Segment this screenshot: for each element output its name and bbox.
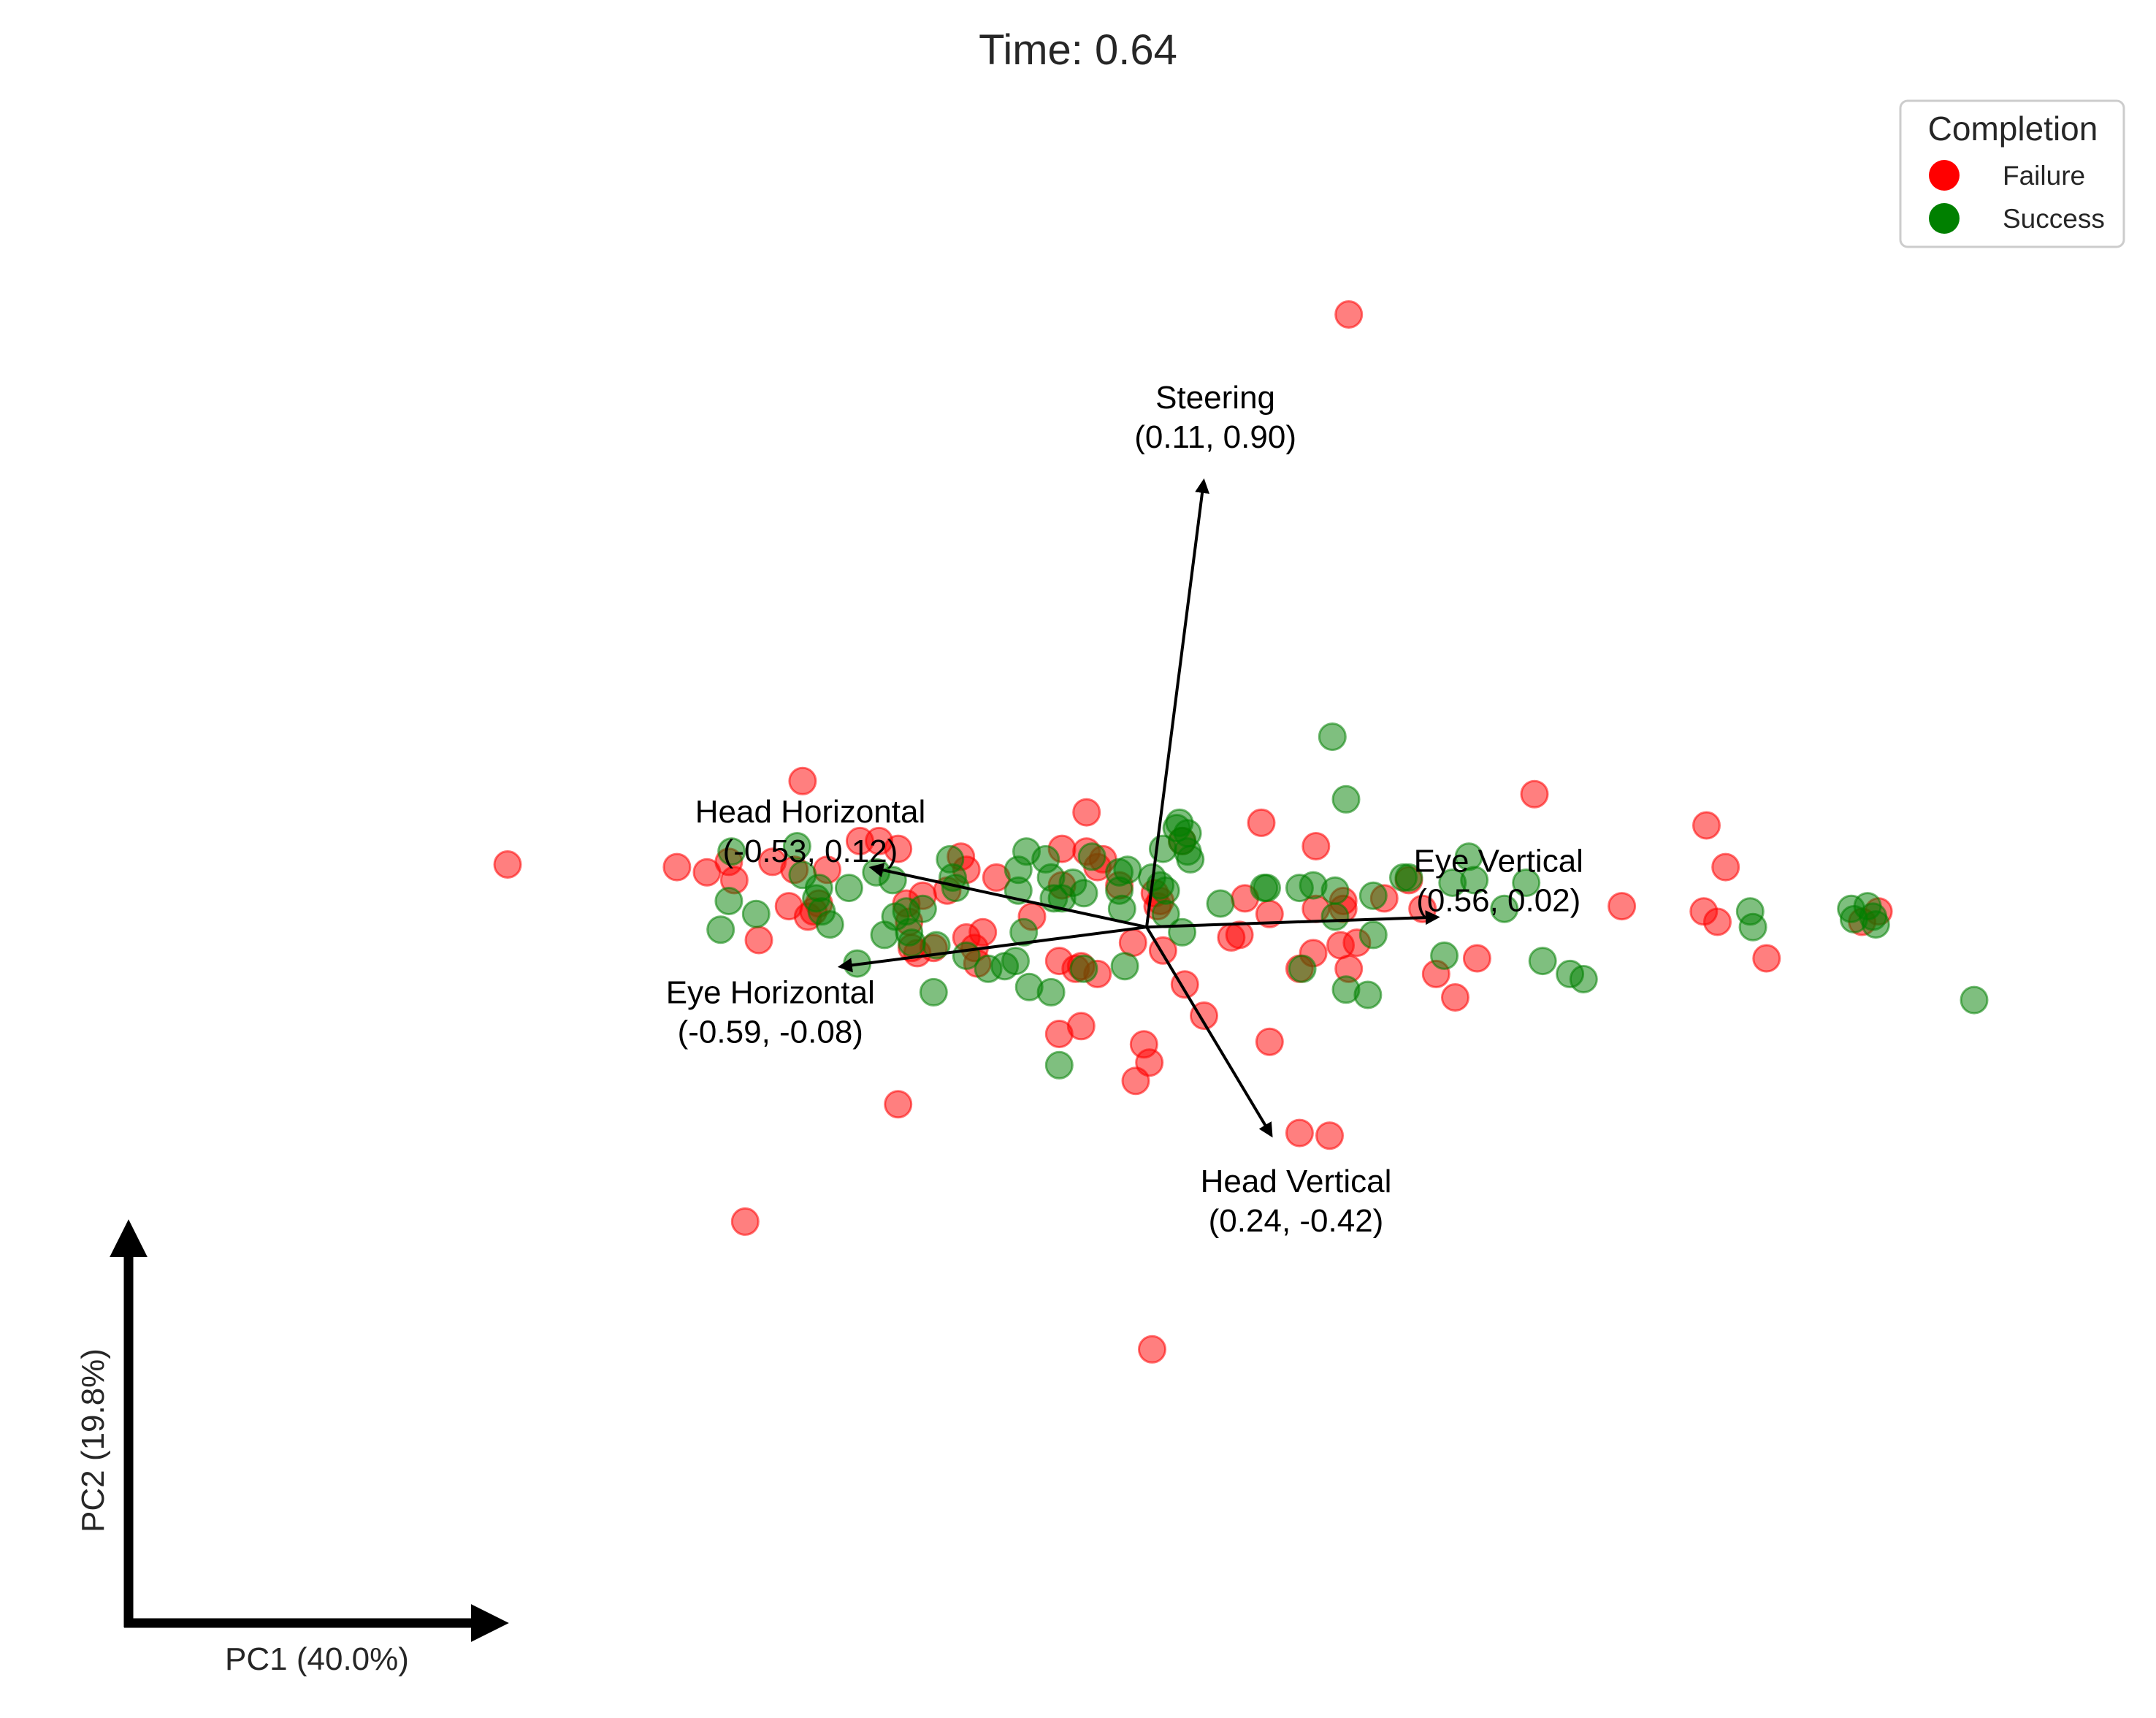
loading-label-head-vertical: Head Vertical (0.24, -0.42): [1201, 1164, 1392, 1239]
point-success-10: [815, 910, 844, 939]
legend-label-failure: Failure: [2003, 161, 2085, 191]
point-success-93: [1331, 784, 1361, 814]
point-failure-71: [1608, 892, 1637, 921]
point-success-3: [706, 915, 735, 944]
point-failure-0: [1334, 300, 1364, 329]
loading-arrow-steering: [1145, 478, 1209, 928]
point-success-72: [1837, 894, 1866, 923]
point-failure-90: [884, 834, 913, 863]
point-success-4: [741, 899, 771, 928]
point-success-47: [1151, 876, 1180, 905]
point-failure-79: [1315, 1121, 1344, 1150]
point-failure-86: [884, 1090, 913, 1119]
point-failure-52: [1247, 808, 1276, 837]
point-success-65: [1569, 965, 1598, 993]
point-success-19: [922, 931, 951, 960]
point-success-46: [1148, 834, 1177, 863]
point-failure-55: [1301, 832, 1331, 860]
point-failure-69: [1462, 944, 1491, 973]
point-failure-2: [788, 766, 817, 795]
point-success-2: [714, 887, 743, 915]
point-failure-89: [1138, 1335, 1166, 1364]
point-success-52: [1288, 954, 1317, 983]
chart-title: Time: 0.64: [979, 26, 1177, 74]
legend-marker-success: [1929, 203, 1960, 234]
loading-label-eye-vertical: Eye Vertical (0.56, 0.02): [1414, 844, 1583, 919]
point-success-77: [1014, 972, 1044, 1001]
loading-vectors: Steering (0.11, 0.90) Head Horizontal (-0.5…: [666, 380, 1583, 1239]
point-failure-36: [1044, 1020, 1074, 1048]
point-success-86: [1206, 889, 1235, 918]
legend-label-success: Success: [2003, 204, 2105, 234]
point-success-83: [1077, 842, 1106, 871]
point-success-79: [1044, 1050, 1074, 1080]
point-success-56: [1358, 881, 1388, 910]
point-success-87: [1253, 874, 1281, 903]
loading-label-steering: Steering (0.11, 0.90): [1134, 380, 1296, 455]
point-success-18: [908, 894, 937, 923]
point-failure-70: [1520, 779, 1549, 809]
point-success-34: [1069, 879, 1098, 908]
point-success-11: [834, 874, 863, 903]
x-axis-label: PC1 (40.0%): [225, 1641, 409, 1677]
point-success-92: [1454, 842, 1483, 871]
point-success-49: [1168, 917, 1197, 947]
legend-title: Completion: [1928, 110, 2098, 148]
point-success-82: [881, 902, 910, 931]
point-success-67: [1738, 912, 1767, 942]
point-failure-72: [1692, 811, 1721, 840]
point-success-62: [1512, 868, 1541, 897]
point-failure-88: [1285, 1118, 1314, 1148]
point-failure-41: [1121, 1066, 1150, 1096]
point-success-75: [1001, 947, 1030, 976]
point-success-17: [897, 928, 926, 958]
point-success-71: [1960, 985, 1989, 1015]
point-success-85: [1176, 844, 1205, 874]
point-failure-75: [1703, 907, 1732, 936]
loading-label-head-horizontal: Head Horizontal (-0.53, 0.12): [695, 794, 926, 869]
scatter-points: [493, 300, 1989, 1364]
point-failure-28: [1072, 798, 1101, 827]
axis-indicator: PC1 (40.0%) PC2 (19.8%): [75, 1219, 509, 1677]
point-failure-54: [1255, 1027, 1284, 1056]
point-success-74: [1009, 917, 1039, 947]
point-success-73: [1861, 910, 1890, 939]
point-failure-50: [1225, 920, 1254, 950]
loading-arrow-head-horizontal: [868, 863, 1147, 929]
point-success-0: [1318, 722, 1347, 752]
point-success-1: [717, 837, 746, 866]
point-failure-1: [493, 850, 522, 879]
y-axis-label: PC2 (19.8%): [75, 1348, 111, 1532]
point-success-63: [1528, 947, 1557, 976]
point-failure-80: [662, 852, 692, 882]
point-success-57: [1358, 920, 1388, 950]
point-failure-16: [744, 925, 773, 955]
point-success-78: [1110, 952, 1139, 981]
point-success-84: [1113, 855, 1142, 885]
loading-arrow-head-vertical: [1145, 926, 1273, 1138]
point-success-54: [1320, 876, 1350, 905]
point-success-80: [919, 977, 948, 1007]
point-success-38: [1107, 894, 1136, 923]
point-failure-87: [730, 1207, 760, 1236]
loading-arrow-eye-vertical: [1146, 910, 1440, 929]
point-success-59: [1394, 863, 1423, 892]
legend: Completion Failure Success: [1899, 99, 2125, 248]
point-failure-66: [1441, 983, 1469, 1012]
loading-arrow-eye-horizontal: [837, 925, 1147, 973]
point-success-91: [1438, 868, 1467, 897]
point-success-35: [1069, 954, 1098, 983]
point-success-60: [1430, 941, 1459, 970]
point-success-5: [782, 832, 811, 860]
point-failure-38: [1118, 928, 1147, 958]
point-failure-76: [1752, 944, 1781, 973]
point-failure-74: [1711, 852, 1740, 882]
loading-label-eye-horizontal: Eye Horizontal (-0.59, -0.08): [666, 974, 875, 1050]
point-success-61: [1490, 894, 1519, 923]
point-success-55: [1320, 902, 1350, 931]
point-failure-84: [758, 847, 787, 877]
legend-marker-failure: [1929, 160, 1960, 191]
point-success-89: [1353, 980, 1383, 1009]
